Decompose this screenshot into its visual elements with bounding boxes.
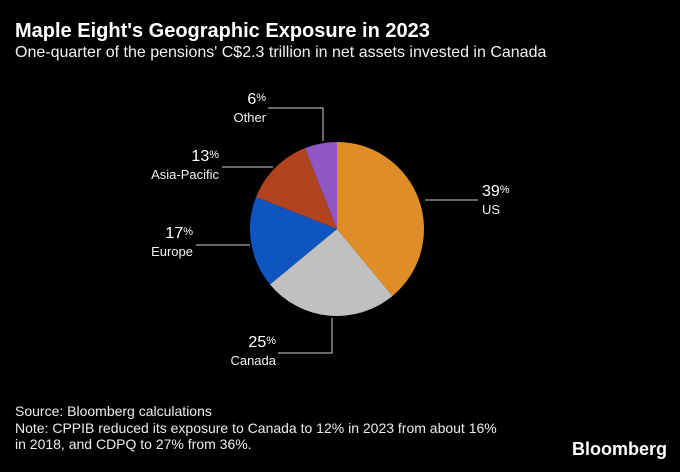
pie-slice-asia-pacific — [256, 148, 337, 229]
callout-europe-value: 17% — [165, 225, 193, 242]
callout-other-value: 6% — [247, 91, 266, 108]
callout-other-label: Other — [233, 110, 266, 125]
pie-slice-other — [304, 141, 337, 229]
note-text: Note: CPPIB reduced its exposure to Cana… — [15, 420, 497, 452]
callout-us-label: US — [482, 202, 501, 217]
callout-canada-label: Canada — [230, 353, 276, 368]
leader-lines — [196, 107, 478, 354]
leader-line-other — [268, 107, 324, 141]
pie-slice-us — [337, 142, 424, 297]
chart-title: Maple Eight's Geographic Exposure in 202… — [15, 20, 430, 42]
callout-asia-pacific-value: 13% — [191, 148, 219, 165]
pie-slice-europe — [249, 196, 337, 285]
callout-asia-pacific: 13% Asia-Pacific — [49, 145, 219, 182]
chart-subtitle: One-quarter of the pensions' C$2.3 trill… — [15, 44, 547, 61]
callout-other: 6% Other — [96, 88, 266, 125]
callout-us: 39% US — [482, 180, 510, 217]
source-text: Source: Bloomberg calculations — [15, 403, 212, 419]
callout-europe-label: Europe — [151, 244, 193, 259]
callout-canada: 25% Canada — [106, 331, 276, 368]
note-line-1: Note: CPPIB reduced its exposure to Cana… — [15, 420, 497, 436]
callout-europe: 17% Europe — [23, 222, 193, 259]
callout-us-value: 39% — [482, 183, 510, 200]
leader-line-canada — [278, 318, 333, 354]
pie-slices — [249, 141, 424, 316]
bloomberg-logo: Bloomberg — [571, 439, 667, 459]
pie-slice-canada — [269, 229, 393, 316]
note-line-2: in 2018, and CDPQ to 27% from 36%. — [15, 436, 252, 452]
callout-asia-pacific-label: Asia-Pacific — [151, 167, 219, 182]
callout-canada-value: 25% — [248, 334, 276, 351]
